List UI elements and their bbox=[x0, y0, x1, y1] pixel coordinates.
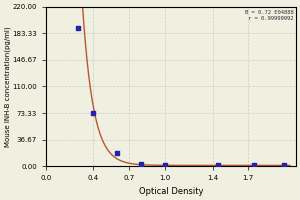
Point bbox=[139, 162, 143, 165]
Y-axis label: Mouse INH-B concentration(pg/ml): Mouse INH-B concentration(pg/ml) bbox=[4, 26, 11, 147]
Point bbox=[76, 27, 80, 30]
X-axis label: Optical Density: Optical Density bbox=[139, 187, 203, 196]
Text: B = 0.72 E04888
r = 0.99999992: B = 0.72 E04888 r = 0.99999992 bbox=[244, 10, 293, 21]
Point bbox=[115, 151, 120, 155]
Point bbox=[252, 163, 256, 167]
Point bbox=[163, 163, 167, 167]
Point bbox=[216, 163, 221, 167]
Point bbox=[91, 111, 96, 115]
Point bbox=[281, 163, 286, 167]
